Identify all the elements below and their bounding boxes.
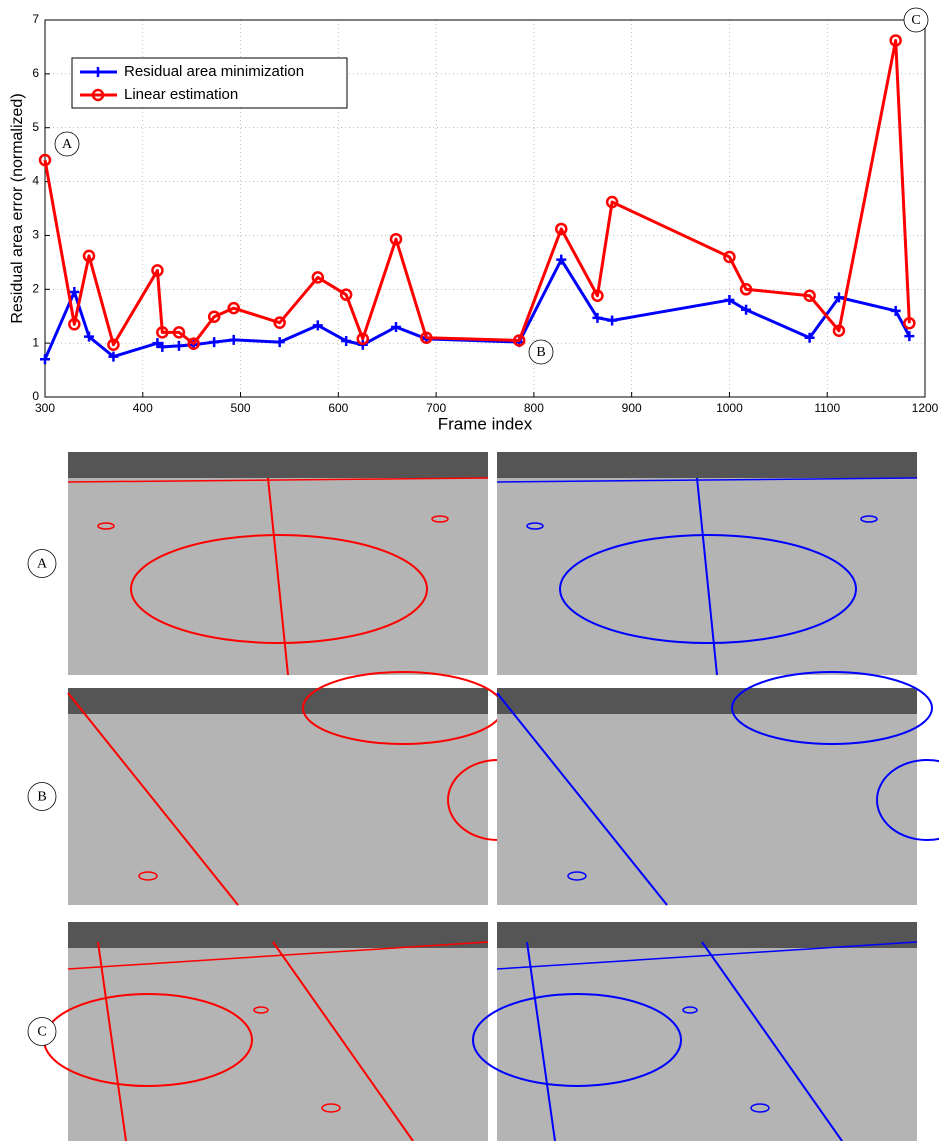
y-tick-label: 2: [32, 281, 39, 295]
figure: 300 400 500 600 700 800 900 1000 1100 1200 0 1 2 3 4 5 6…: [0, 0, 939, 1141]
y-tick-label: 7: [32, 12, 39, 26]
legend-label: Linear estimation: [124, 86, 238, 103]
photo-shade: [68, 922, 488, 948]
row-label: B: [37, 790, 46, 805]
x-axis-label: Frame index: [438, 414, 533, 433]
photo-shade: [497, 452, 917, 478]
photo-shade: [497, 922, 917, 948]
photo: [68, 452, 488, 675]
legend-label: Residual area minimization: [124, 63, 304, 80]
photo-panels: [44, 452, 939, 1141]
x-tick-label: 400: [133, 401, 153, 415]
y-tick-label: 5: [32, 120, 39, 134]
photo-shade: [68, 452, 488, 478]
photo: [497, 452, 917, 675]
x-tick-label: 1000: [716, 401, 743, 415]
y-tick-label: 3: [32, 228, 39, 242]
marker: [275, 337, 285, 347]
photo: [497, 688, 917, 905]
marker: [607, 316, 617, 326]
x-tick-label: 700: [426, 401, 446, 415]
y-tick-label: 0: [32, 389, 39, 403]
annotation: A: [62, 137, 73, 152]
y-tick-label: 6: [32, 66, 39, 80]
x-tick-label: 1200: [912, 401, 939, 415]
photo: [68, 688, 488, 905]
y-tick-label: 4: [32, 174, 39, 188]
row-label: A: [37, 557, 48, 572]
x-tick-label: 300: [35, 401, 55, 415]
x-tick-label: 1100: [814, 401, 840, 415]
x-tick-label: 800: [524, 401, 544, 415]
y-tick-label: 1: [32, 335, 39, 349]
marker: [209, 337, 219, 347]
x-tick-label: 500: [231, 401, 251, 415]
photo-shade: [497, 688, 917, 714]
photo-shade: [68, 688, 488, 714]
marker: [69, 287, 79, 297]
x-tick-label: 600: [328, 401, 348, 415]
y-axis-label: Residual area error (normalized): [9, 93, 26, 323]
annotation: C: [911, 13, 920, 28]
marker: [174, 341, 184, 351]
annotation: B: [536, 345, 545, 360]
row-label: C: [37, 1025, 46, 1040]
x-tick-label: 900: [622, 401, 642, 415]
series-line: [45, 260, 909, 360]
marker: [40, 354, 50, 364]
